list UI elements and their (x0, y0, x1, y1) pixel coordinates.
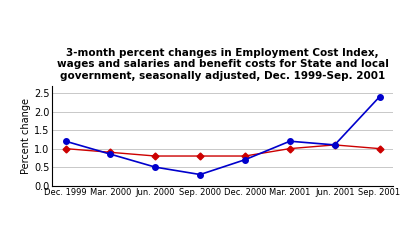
Benefits (153, 166, 158, 169)
Y-axis label: Percent change: Percent change (21, 98, 31, 174)
Wages and salaries (243, 155, 247, 158)
Title: 3-month percent changes in Employment Cost Index,
wages and salaries and benefit: 3-month percent changes in Employment Co… (57, 48, 389, 81)
Wages and salaries (288, 147, 292, 150)
Wages and salaries (63, 147, 68, 150)
Wages and salaries (332, 144, 337, 146)
Benefits (288, 140, 292, 143)
Line: Wages and salaries: Wages and salaries (63, 143, 382, 159)
Benefits (332, 144, 337, 146)
Line: Benefits: Benefits (63, 94, 382, 177)
Benefits (377, 95, 382, 98)
Benefits (108, 153, 113, 156)
Wages and salaries (108, 151, 113, 154)
Wages and salaries (153, 155, 158, 158)
Wages and salaries (198, 155, 203, 158)
Wages and salaries (377, 147, 382, 150)
Benefits (63, 140, 68, 143)
Benefits (243, 158, 247, 161)
Benefits (198, 173, 203, 176)
